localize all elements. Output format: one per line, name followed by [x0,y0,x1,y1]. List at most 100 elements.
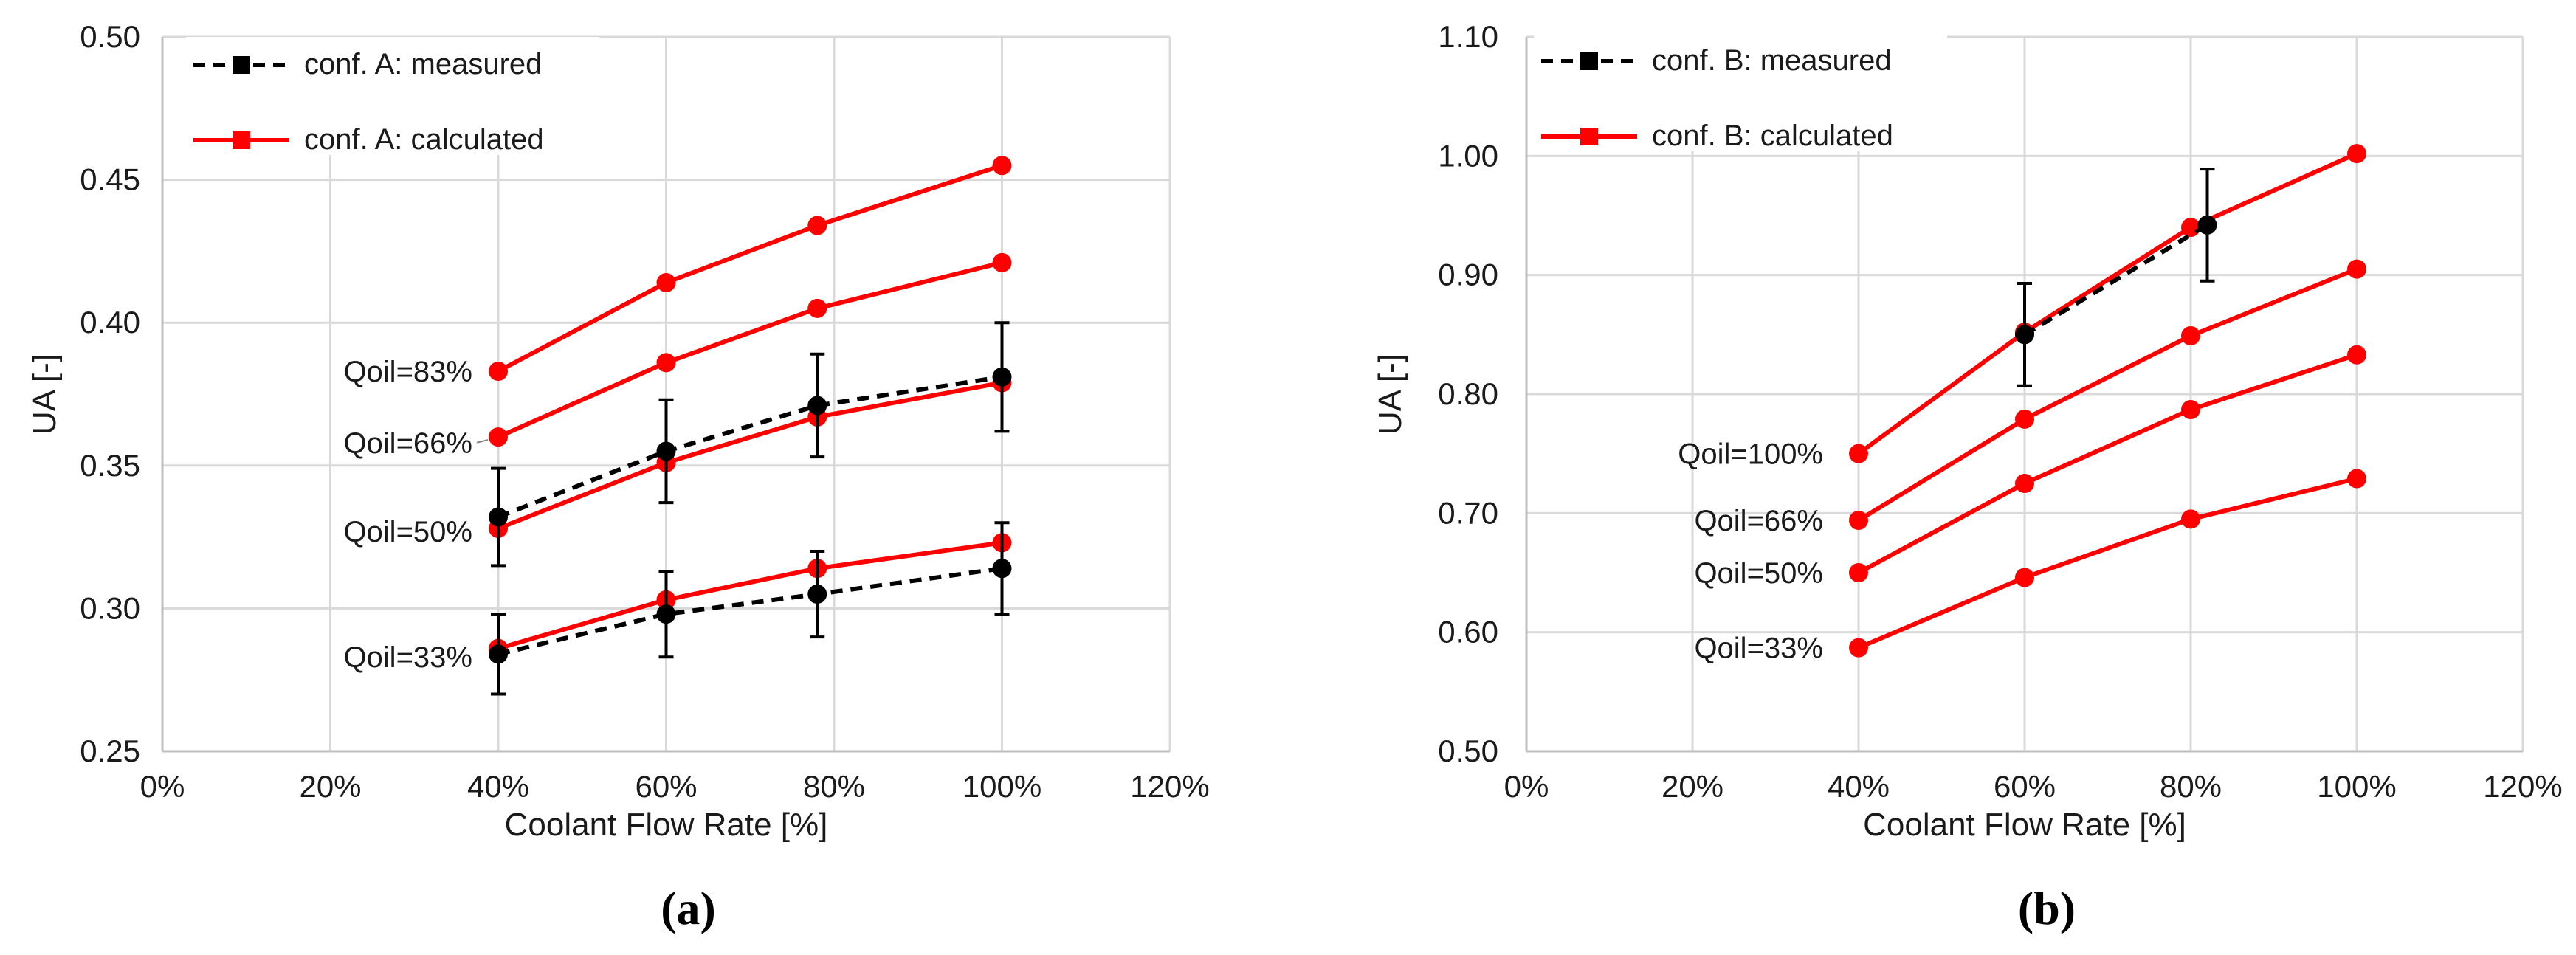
x-tick-label: 0% [140,769,185,804]
legend-label: conf. A: measured [304,48,542,80]
data-point [992,559,1012,579]
qoil-annotation: Qoil=33% [343,641,472,674]
data-point [807,216,827,235]
data-point [1849,563,1868,582]
x-tick-label: 100% [962,769,1041,804]
data-point [2197,215,2217,235]
qoil-annotation: Qoil=50% [343,516,472,548]
data-point [489,644,508,664]
x-tick-label: 80% [2160,769,2222,804]
series-line [497,163,1003,373]
data-point [807,396,827,416]
legend-marker [1580,52,1598,70]
x-axis-title: Coolant Flow Rate [%] [505,807,828,843]
qoil-annotation: Qoil=83% [343,356,472,388]
series-line [1857,352,2358,575]
y-tick-label: 0.50 [80,19,140,54]
y-tick-label: 0.45 [80,162,140,197]
y-tick-label: 1.10 [1438,19,1498,54]
x-tick-label: 20% [1661,769,1723,804]
series-calculated [489,252,1012,447]
series-calculated [1849,469,2366,658]
legend: conf. B: measured conf. B: calculated [1534,33,1947,152]
data-point [2347,144,2366,164]
series-line [2023,223,2209,337]
series-calculated [489,156,1012,382]
qoil-annotation: Qoil=66% [343,427,472,460]
data-point [656,272,676,292]
qoil-annotation: Qoil=100% [1678,438,1823,471]
data-point [1849,511,1868,531]
y-tick-label: 0.80 [1438,376,1498,411]
panel-caption: (a) [661,882,716,934]
data-point [2347,469,2366,489]
y-tick-label: 0.70 [1438,495,1498,530]
legend-label: conf. B: calculated [1652,120,1893,152]
x-tick-label: 40% [467,769,529,804]
series-calculated [489,373,1012,538]
data-point [2181,325,2200,345]
data-point [992,252,1012,272]
x-axis-title: Coolant Flow Rate [%] [1863,807,2186,843]
legend-label: conf. B: measured [1652,44,1892,77]
y-axis-title: UA [-] [1372,354,1408,435]
panel-caption: (b) [2018,882,2076,934]
data-point [2015,409,2034,429]
data-point [2015,474,2034,493]
x-tick-label: 80% [803,769,865,804]
data-point [2347,259,2366,279]
data-point [2015,568,2034,587]
data-point [2181,399,2200,419]
qoil-annotation: Qoil=33% [1694,632,1823,665]
data-point [2181,218,2200,238]
legend-label: conf. A: calculated [304,123,544,156]
legend-marker [233,131,250,149]
data-point [2347,345,2366,365]
data-point [992,156,1012,176]
y-tick-label: 0.25 [80,734,140,768]
data-point [489,507,508,527]
series-measured [2015,168,2217,387]
qoil-annotation: Qoil=50% [1694,557,1823,590]
y-tick-label: 0.60 [1438,615,1498,649]
legend-background [186,37,599,155]
y-tick-label: 0.30 [80,590,140,625]
series-calculated [1849,345,2366,582]
data-point [1849,638,1868,658]
series-line [1857,476,2358,650]
qoil-annotation: Qoil=66% [1694,505,1823,537]
data-point [489,427,508,447]
legend-marker [233,56,250,74]
series-calculated [1849,259,2366,531]
data-point [1849,444,1868,463]
series-line [497,566,1002,657]
x-tick-label: 40% [1828,769,1890,804]
data-point [807,585,827,604]
y-axis-title: UA [-] [27,354,63,435]
data-point [2181,509,2200,529]
data-point [807,298,827,318]
chart-panel-a: 0.25 0.30 0.35 0.40 0.45 0.50 0% 20% 40% 60% 80% 10… [27,19,1210,934]
x-tick-label: 120% [1130,769,1209,804]
annotation-leader [476,439,489,444]
legend-background [1534,33,1947,151]
data-point [992,367,1012,387]
chart-panel-b: 0.50 0.60 0.70 0.80 0.90 1.00 1.10 0% 20% 40% 60% 8… [1372,19,2563,934]
series-calculated [1849,144,2366,463]
data-point [656,604,676,624]
y-tick-label: 0.40 [80,305,140,339]
data-point [489,362,508,382]
x-tick-label: 20% [299,769,361,804]
legend: conf. A: measured conf. A: calculated [186,37,599,156]
series-measured [489,321,1012,568]
y-tick-label: 0.50 [1438,734,1498,768]
data-point [656,353,676,373]
series-line [1857,266,2358,523]
legend-marker [1580,128,1598,145]
series-line [1857,151,2358,456]
series-line [497,540,1002,651]
series-line [497,380,1003,531]
x-tick-label: 60% [1994,769,2056,804]
data-point [2015,325,2034,345]
